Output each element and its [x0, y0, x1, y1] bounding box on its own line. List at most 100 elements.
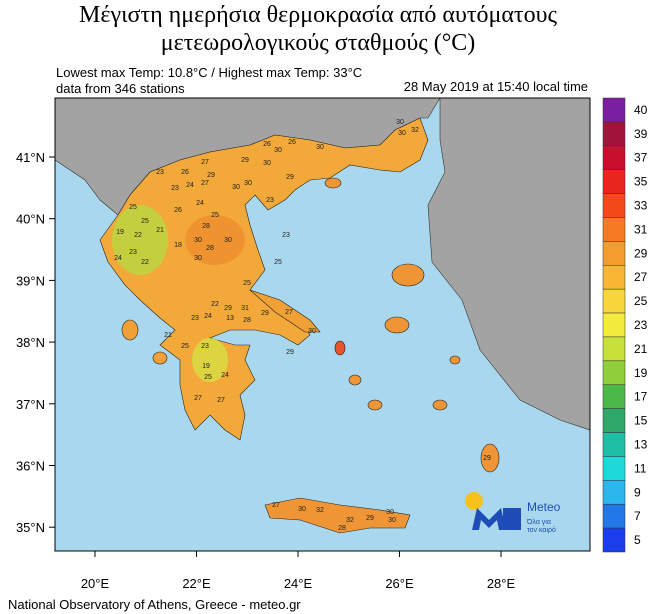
colorbar-swatch — [602, 145, 626, 170]
logo-name: Meteo — [527, 500, 561, 514]
rhodes — [480, 443, 500, 473]
colorbar-swatch — [602, 265, 626, 290]
title: μετεωρολογικούς σταθμούς (°C) — [161, 30, 476, 56]
station-value: 23 — [171, 185, 179, 192]
station-value: 23 — [266, 197, 274, 204]
colorbar-label: 25 — [634, 294, 648, 308]
station-value: 29 — [286, 174, 294, 181]
station-value: 19 — [202, 363, 210, 370]
station-value: 25 — [141, 218, 149, 225]
colorbar-label: 13 — [634, 437, 648, 451]
colorbar-label: 11 — [634, 461, 647, 475]
station-value: 31 — [241, 305, 249, 312]
station-value: 25 — [181, 343, 189, 350]
island — [324, 177, 342, 189]
x-tick-label: 20°E — [81, 576, 110, 591]
colorbar-label: 35 — [634, 175, 648, 189]
colorbar-swatch — [602, 312, 626, 338]
station-value: 24 — [186, 182, 194, 189]
title: Μέγιστη ημερήσια θερμοκρασία από αυτόματ… — [79, 2, 557, 28]
station-value: 27 — [272, 502, 280, 509]
colorbar-label: 37 — [634, 151, 648, 165]
station-value: 21 — [164, 332, 172, 339]
colorbar-swatch — [602, 360, 626, 385]
colorbar-label: 31 — [634, 222, 648, 236]
station-value: 30 — [298, 506, 306, 513]
station-value: 29 — [483, 455, 491, 462]
station-value: 23 — [156, 169, 164, 176]
colorbar-swatch — [602, 217, 626, 242]
station-value: 21 — [156, 227, 164, 234]
colorbar-label: 9 — [634, 485, 641, 499]
y-tick-label: 37°N — [16, 397, 45, 412]
station-value: 13 — [226, 315, 234, 322]
station-value: 30 — [398, 130, 406, 137]
logo-sun — [465, 492, 483, 510]
colorbar-label: 19 — [634, 366, 648, 380]
station-value: 24 — [196, 200, 204, 207]
colorbar-swatch — [602, 241, 626, 266]
crete — [264, 497, 411, 534]
cool-zone — [192, 338, 228, 382]
y-tick-label: 35°N — [16, 520, 45, 535]
footer: National Observatory of Athens, Greece -… — [8, 597, 301, 612]
timestamp: 28 May 2019 at 15:40 local time — [404, 79, 588, 94]
station-value: 30 — [244, 180, 252, 187]
logo: Meteo Όλα για τον καιρό — [465, 492, 561, 534]
x-tick-label: 22°E — [182, 576, 211, 591]
island — [367, 399, 383, 411]
colorbar-swatch — [602, 480, 626, 505]
station-value: 28 — [202, 223, 210, 230]
map-frame — [54, 97, 591, 552]
y-tick-label: 40°N — [16, 212, 45, 227]
station-value: 30 — [274, 147, 282, 154]
info: data from 346 stations — [56, 81, 185, 96]
y-tick-label: 38°N — [16, 335, 45, 350]
station-value: 27 — [285, 309, 293, 316]
colorbar-label: 40 — [634, 103, 648, 117]
colorbar-swatch — [602, 288, 626, 314]
colorbar-label: 5 — [634, 533, 641, 547]
station-value: 30 — [388, 517, 396, 524]
station-value: 30 — [308, 328, 316, 335]
colorbar-label: 29 — [634, 246, 648, 260]
x-tick-label: 24°E — [284, 576, 313, 591]
evia — [249, 289, 321, 333]
colorbar-swatch — [602, 336, 626, 362]
colorbar-swatch — [602, 503, 626, 529]
x-tick-label: 28°E — [487, 576, 516, 591]
station-value: 23 — [129, 249, 137, 256]
station-value: 25 — [204, 374, 212, 381]
island — [384, 316, 410, 334]
station-value: 32 — [411, 127, 419, 134]
station-value: 28 — [243, 317, 251, 324]
station-value: 23 — [201, 343, 209, 350]
colorbar-label: 39 — [634, 127, 648, 141]
island — [348, 374, 362, 386]
station-value: 22 — [141, 259, 149, 266]
y-tick-label: 36°N — [16, 459, 45, 474]
logo-mark — [503, 508, 521, 530]
station-value: 30 — [232, 184, 240, 191]
station-value: 23 — [191, 315, 199, 322]
station-value: 29 — [286, 349, 294, 356]
x-tick-label: 26°E — [385, 576, 414, 591]
station-value: 27 — [194, 395, 202, 402]
station-value: 25 — [211, 212, 219, 219]
station-value: 27 — [201, 159, 209, 166]
station-value: 25 — [274, 259, 282, 266]
logo-tagline: Όλα για — [526, 519, 551, 526]
station-value: 29 — [241, 157, 249, 164]
station-value: 19 — [116, 229, 124, 236]
station-value: 30 — [224, 237, 232, 244]
logo-mark — [472, 508, 506, 530]
cool-zone — [112, 205, 168, 275]
island — [334, 340, 346, 356]
island — [152, 351, 168, 365]
station-value: 28 — [338, 525, 346, 532]
colorbar-label: 15 — [634, 414, 648, 428]
station-value: 26 — [288, 139, 296, 146]
station-value: 30 — [194, 255, 202, 262]
